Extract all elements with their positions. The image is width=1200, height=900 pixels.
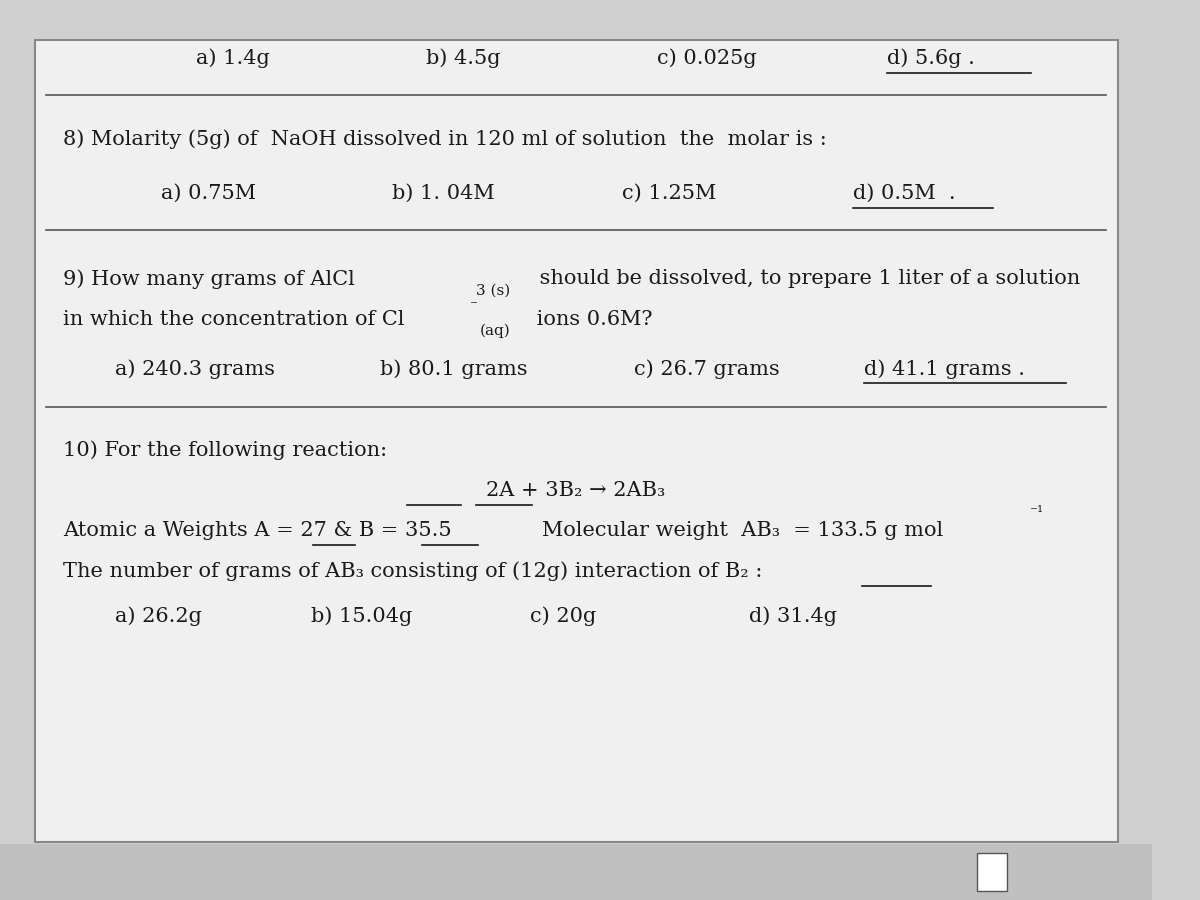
Text: Atomic a Weights A = 27 & B = 35.5: Atomic a Weights A = 27 & B = 35.5 xyxy=(64,521,452,541)
Text: Focus: Focus xyxy=(1016,865,1060,879)
Text: should be dissolved, to prepare 1 liter of a solution: should be dissolved, to prepare 1 liter … xyxy=(534,269,1081,289)
Text: c) 26.7 grams: c) 26.7 grams xyxy=(634,359,780,379)
Text: a) 0.75M: a) 0.75M xyxy=(161,184,257,203)
Text: c) 20g: c) 20g xyxy=(530,607,596,626)
Text: 9) How many grams of AlCl: 9) How many grams of AlCl xyxy=(64,269,355,289)
Text: (aq): (aq) xyxy=(479,324,510,338)
Text: a) 240.3 grams: a) 240.3 grams xyxy=(115,359,275,379)
Text: b) 80.1 grams: b) 80.1 grams xyxy=(380,359,528,379)
FancyBboxPatch shape xyxy=(977,853,1007,891)
Text: d) 5.6g .: d) 5.6g . xyxy=(887,49,976,68)
Text: 8) Molarity (5g) of  NaOH dissolved in 120 ml of solution  the  molar is :: 8) Molarity (5g) of NaOH dissolved in 12… xyxy=(64,130,827,149)
Text: 3 (s): 3 (s) xyxy=(476,284,510,298)
Text: ⁻¹: ⁻¹ xyxy=(1030,506,1044,520)
Text: a) 26.2g: a) 26.2g xyxy=(115,607,202,626)
Text: a) 1.4g: a) 1.4g xyxy=(196,49,270,68)
Text: d) 41.1 grams .: d) 41.1 grams . xyxy=(864,359,1025,379)
Text: Molecular weight  AB₃  = 133.5 g mol: Molecular weight AB₃ = 133.5 g mol xyxy=(541,521,943,541)
Text: d) 0.5M  .: d) 0.5M . xyxy=(852,184,955,203)
Text: c) 1.25M: c) 1.25M xyxy=(622,184,716,203)
Text: 2A + 3B₂ → 2AB₃: 2A + 3B₂ → 2AB₃ xyxy=(486,481,666,500)
FancyBboxPatch shape xyxy=(0,844,1152,900)
Text: b) 15.04g: b) 15.04g xyxy=(311,607,413,626)
Text: b) 1. 04M: b) 1. 04M xyxy=(391,184,494,203)
FancyBboxPatch shape xyxy=(35,40,1117,842)
Text: nglish (United States): nglish (United States) xyxy=(23,865,190,879)
Text: The number of grams of AB₃ consisting of (12g) interaction of B₂ :: The number of grams of AB₃ consisting of… xyxy=(64,562,763,581)
Text: d) 31.4g: d) 31.4g xyxy=(749,607,836,626)
Text: c) 0.025g: c) 0.025g xyxy=(656,49,756,68)
Text: b) 4.5g: b) 4.5g xyxy=(426,49,500,68)
Text: ions 0.6M?: ions 0.6M? xyxy=(530,310,653,329)
Text: 10) For the following reaction:: 10) For the following reaction: xyxy=(64,440,388,460)
Text: in which the concentration of Cl: in which the concentration of Cl xyxy=(64,310,404,329)
Text: ⁻: ⁻ xyxy=(470,300,478,314)
